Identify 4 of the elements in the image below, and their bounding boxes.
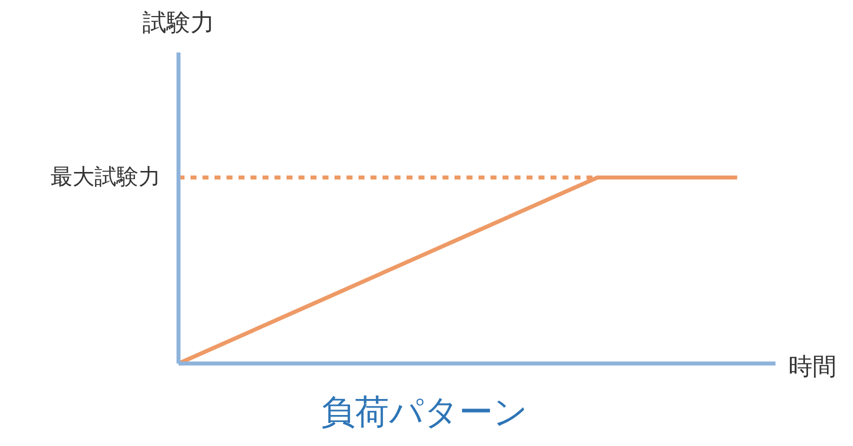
text: 負荷パターン: [321, 392, 528, 432]
ref-line-label: 最大試験力: [50, 165, 160, 190]
x-axis-title: 時間: [788, 352, 836, 380]
text: 試験力: [142, 8, 214, 36]
